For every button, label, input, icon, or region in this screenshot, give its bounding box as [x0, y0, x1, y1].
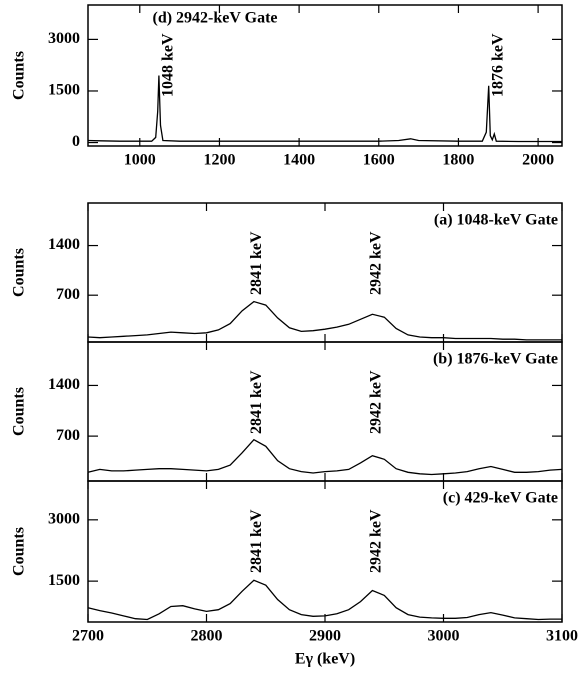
x-tick-label: 1600	[363, 152, 395, 169]
y-tick-label: 3000	[48, 30, 80, 47]
panel-title: (d) 2942-keV Gate	[152, 10, 277, 27]
y-tick-label: 700	[56, 286, 80, 303]
y-axis-label: Counts	[11, 51, 28, 100]
spectrum	[87, 300, 562, 341]
peak-label: 2942 keV	[367, 231, 384, 295]
spectrum	[87, 75, 562, 143]
y-axis-label: Counts	[11, 248, 28, 297]
x-tick-label: 3100	[546, 628, 578, 645]
peak-label: 2942 keV	[367, 509, 384, 573]
peak-label: 2841 keV	[248, 509, 265, 573]
x-tick-label: 2000	[522, 152, 554, 169]
panel-title: (b) 1876-keV Gate	[433, 351, 558, 368]
x-tick-label: 1400	[283, 152, 315, 169]
y-tick-label: 700	[56, 427, 80, 444]
y-tick-label: 1500	[48, 572, 80, 589]
y-tick-label: 3000	[48, 510, 80, 527]
x-tick-label: 3000	[428, 628, 460, 645]
peak-label: 2841 keV	[248, 231, 265, 295]
x-tick-label: 2700	[72, 628, 104, 645]
x-tick-label: 2900	[309, 628, 341, 645]
x-tick-label: 1000	[124, 152, 156, 169]
peak-label: 1876 keV	[489, 33, 506, 97]
x-tick-label: 1200	[203, 152, 235, 169]
y-tick-label: 1500	[48, 82, 80, 99]
peak-label: 2942 keV	[367, 370, 384, 434]
y-tick-label: 1400	[48, 236, 80, 253]
y-tick-label: 1400	[48, 376, 80, 393]
spectrum	[87, 438, 563, 476]
spectrum	[87, 579, 562, 621]
y-axis-label: Counts	[11, 527, 28, 576]
y-axis-label: Counts	[11, 387, 28, 436]
plot-frame	[87, 4, 563, 147]
y-tick-label: 0	[72, 133, 80, 150]
x-tick-label: 2800	[191, 628, 223, 645]
panel-title: (a) 1048-keV Gate	[434, 212, 558, 229]
x-tick-label: 1800	[442, 152, 474, 169]
x-axis-label: Eγ (keV)	[295, 651, 355, 668]
panel-title: (c) 429-keV Gate	[443, 490, 558, 507]
peak-label: 1048 keV	[160, 33, 177, 97]
peak-label: 2841 keV	[248, 370, 265, 434]
